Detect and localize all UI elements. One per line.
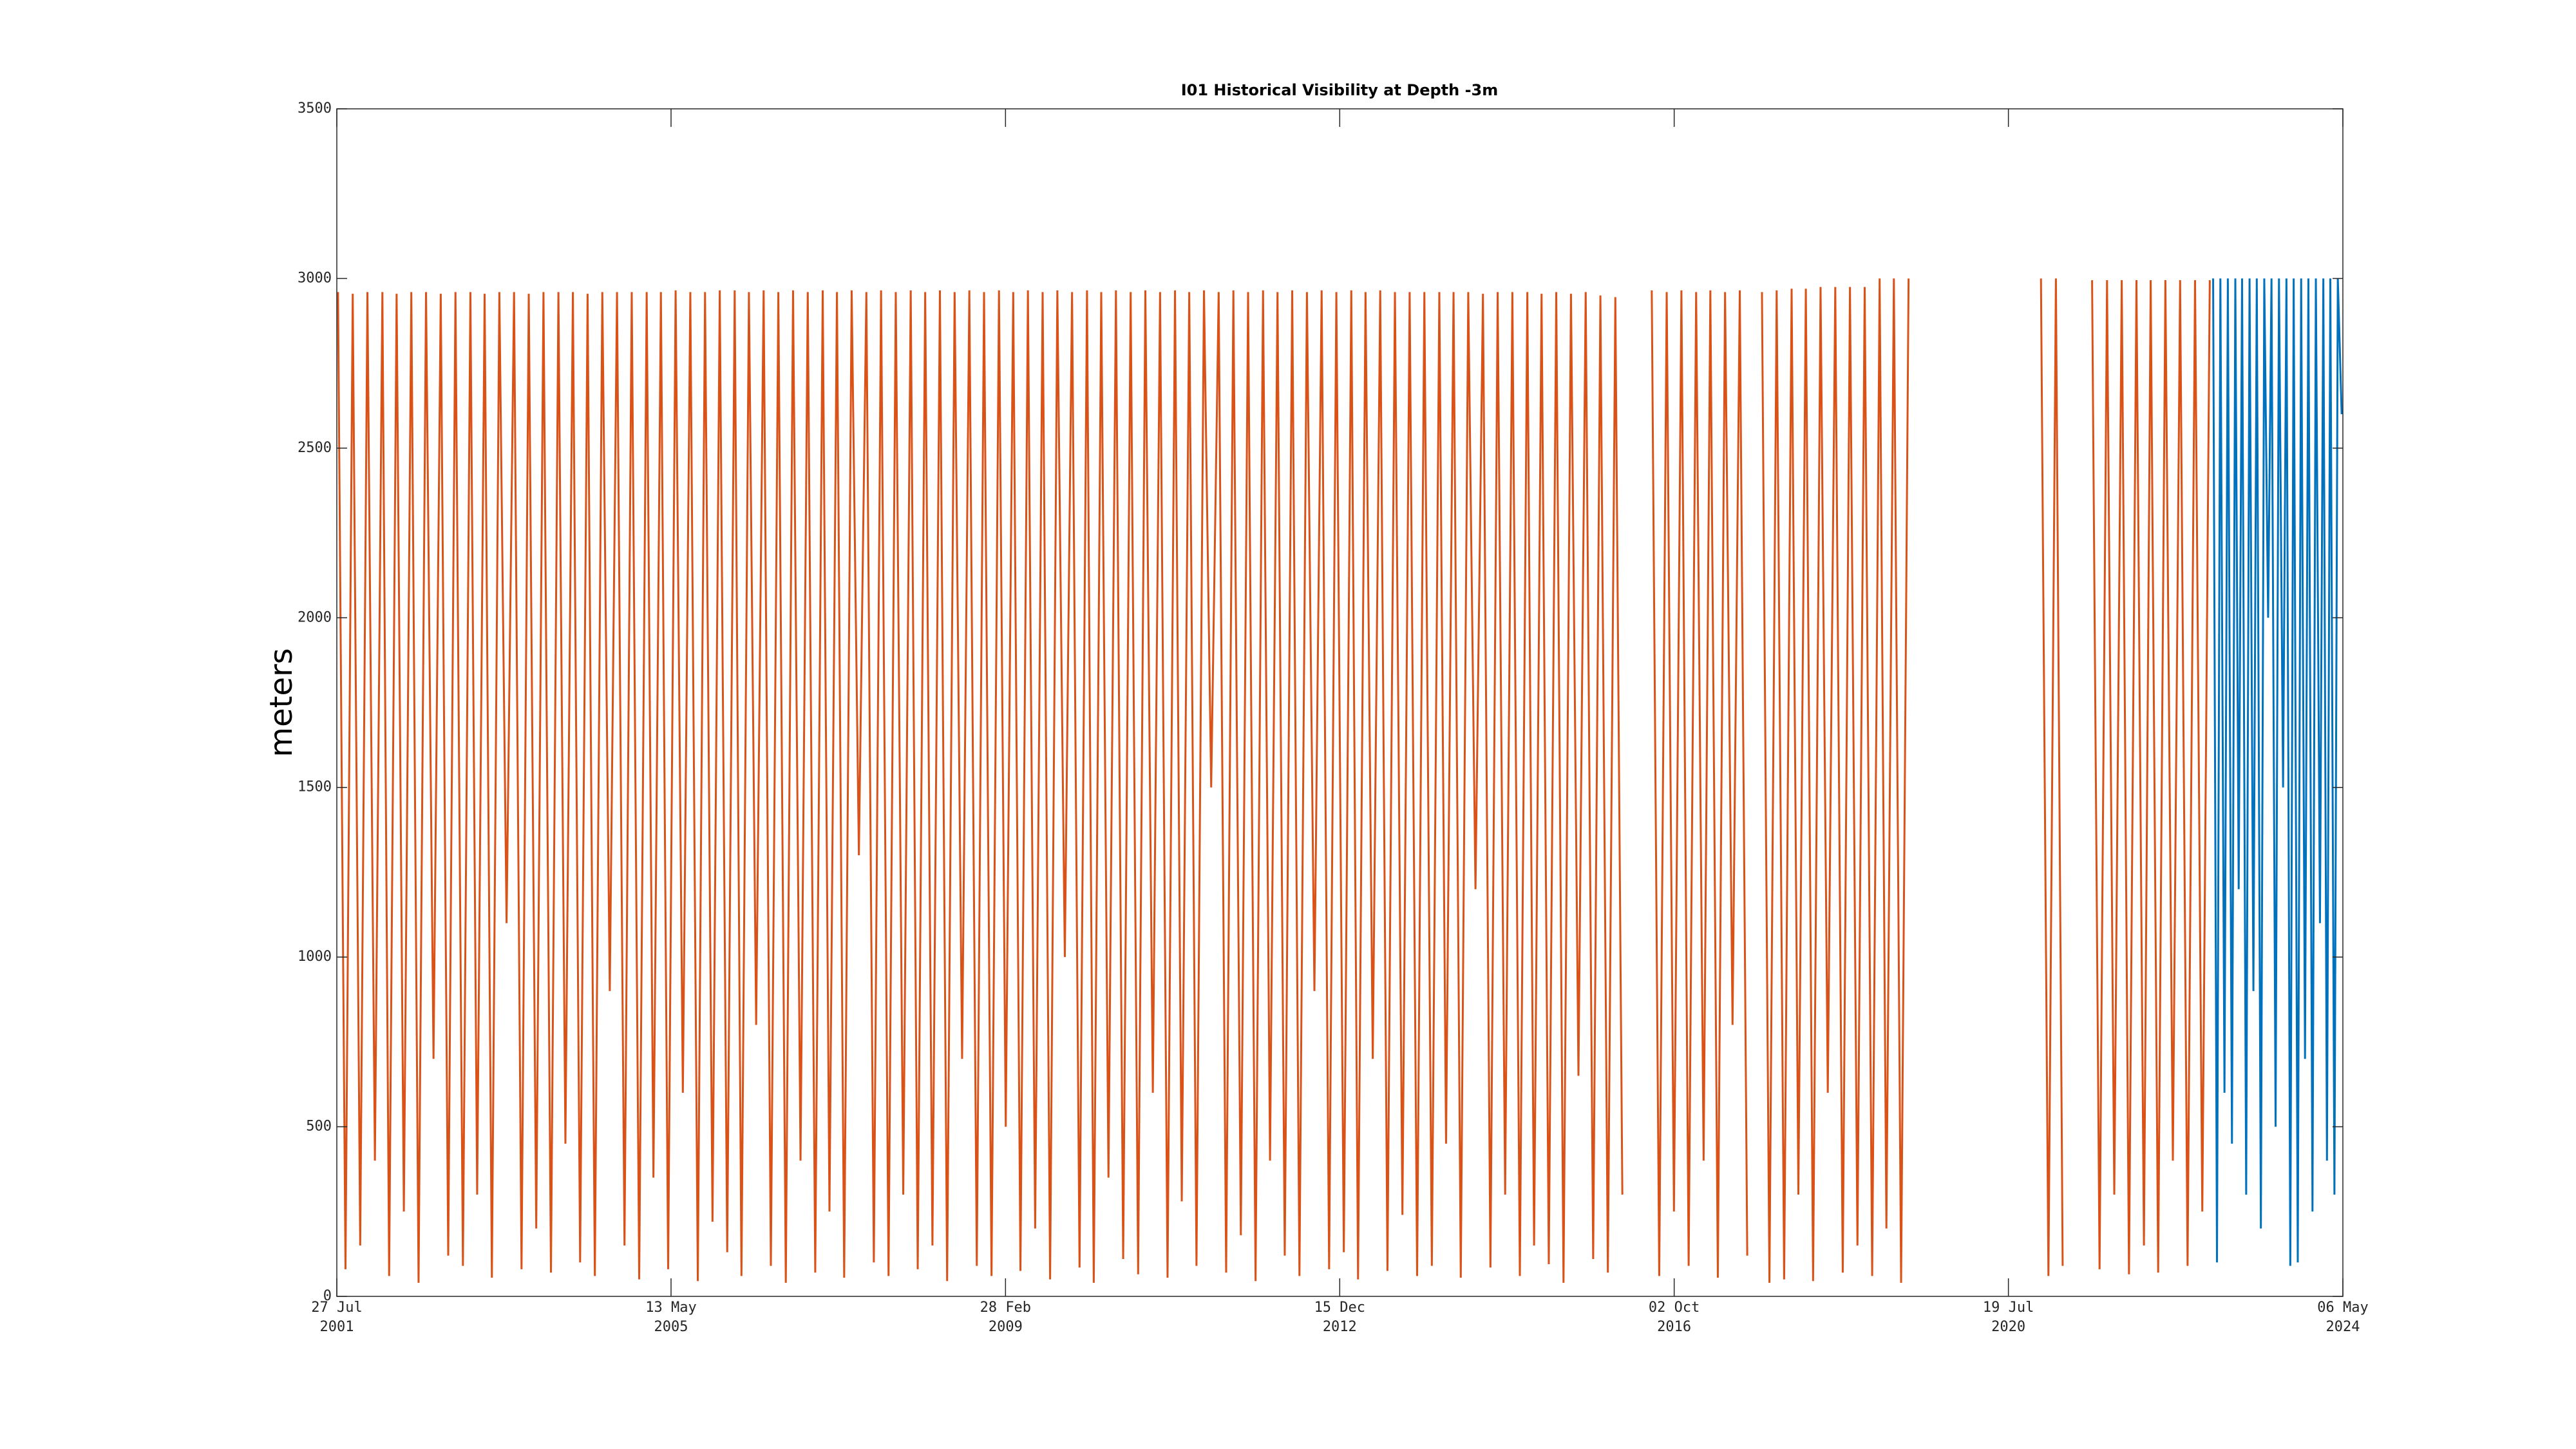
y-tick-label: 2000: [298, 609, 332, 625]
x-tick-label: 02 Oct: [1649, 1300, 1700, 1316]
y-tick-label: 0: [323, 1288, 332, 1304]
x-tick-label: 2001: [320, 1319, 354, 1335]
x-tick-label: 2024: [2326, 1319, 2360, 1335]
x-tick-label: 2009: [989, 1319, 1023, 1335]
x-tick-label: 06 May: [2317, 1300, 2368, 1316]
y-tick-label: 500: [306, 1119, 332, 1135]
chart-title: I01 Historical Visibility at Depth -3m: [1181, 81, 1499, 99]
x-tick-label: 28 Feb: [980, 1300, 1031, 1316]
y-tick-label: 3000: [298, 270, 332, 286]
y-tick-label: 1000: [298, 949, 332, 965]
x-tick-label: 2016: [1657, 1319, 1691, 1335]
x-tick-label: 13 May: [645, 1300, 696, 1316]
x-tick-label: 27 Jul: [311, 1300, 362, 1316]
y-tick-label: 1500: [298, 779, 332, 795]
y-tick-label: 3500: [298, 100, 332, 117]
x-tick-label: 2012: [1323, 1319, 1357, 1335]
data-line: [337, 278, 2211, 1283]
x-tick-label: 15 Dec: [1314, 1300, 1365, 1316]
data-line: [2212, 278, 2343, 1266]
y-axis-label: meters: [263, 648, 299, 757]
x-tick-label: 19 Jul: [1983, 1300, 2034, 1316]
y-tick-label: 2500: [298, 440, 332, 456]
x-tick-label: 2020: [1991, 1319, 2025, 1335]
x-tick-label: 2005: [654, 1319, 688, 1335]
